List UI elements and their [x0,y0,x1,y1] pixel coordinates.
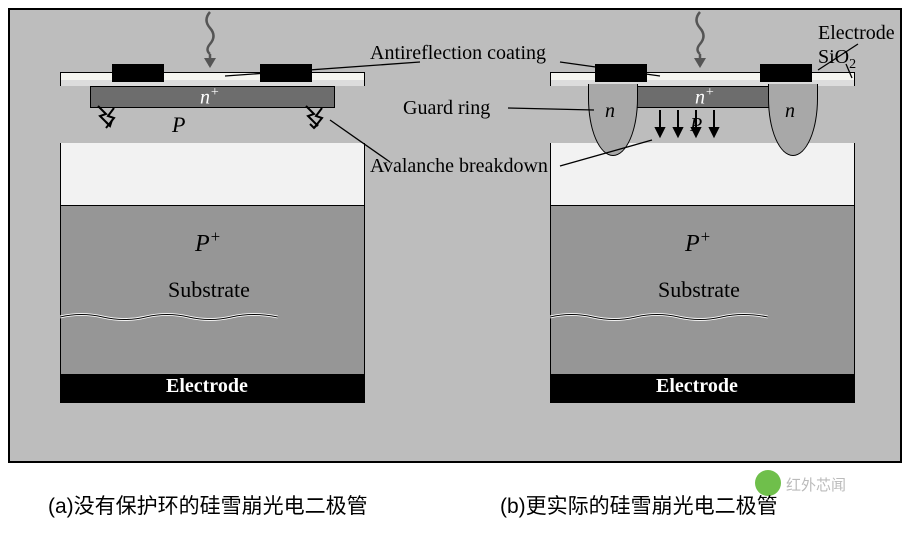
a-contact-right [260,64,312,82]
a-ab-left [92,102,128,138]
a-ab-right [298,102,334,138]
light-arrow-a [195,10,225,70]
diagram-a: n+ P P+ Substrate Electrode [60,72,365,402]
caption-b: (b)更实际的硅雪崩光电二极管 [500,490,778,520]
a-substrate-label: Substrate [168,277,250,303]
b-contact-right [760,64,812,82]
a-sio2-layer [60,72,365,80]
a-contact-left [112,64,164,82]
b-pplus-label: P+ [685,227,711,258]
a-p-label: P [172,112,185,138]
b-n-right-label: n [785,100,795,123]
caption-a: (a)没有保护环的硅雪崩光电二极管 [48,490,368,520]
diagram-b: n n+ n P P+ Substrate Electrode [550,72,855,402]
a-electrode-label: Electrode [166,375,248,398]
b-torn-edge [550,312,768,322]
b-nplus-label: n+ [695,85,714,110]
b-depletion-layer [550,143,855,205]
light-arrow-b [685,10,715,70]
annotation-avalanche: Avalanche breakdown [370,155,548,178]
annotation-sio2: SiO2 [818,46,856,73]
annotation-antireflection: Antireflection coating [370,42,546,65]
a-nplus-label: n+ [200,85,219,110]
annotation-guard-ring: Guard ring [403,97,490,120]
a-torn-edge [60,312,278,322]
b-n-left-label: n [605,100,615,123]
a-pplus-label: P+ [195,227,221,258]
b-electrode-label: Electrode [656,375,738,398]
b-contact-left [595,64,647,82]
annotation-electrode-top: Electrode [818,22,895,45]
b-ab-arrows [650,108,730,142]
watermark-text: 红外芯闻 [786,474,846,495]
a-depletion-layer [60,143,365,205]
b-substrate-label: Substrate [658,277,740,303]
